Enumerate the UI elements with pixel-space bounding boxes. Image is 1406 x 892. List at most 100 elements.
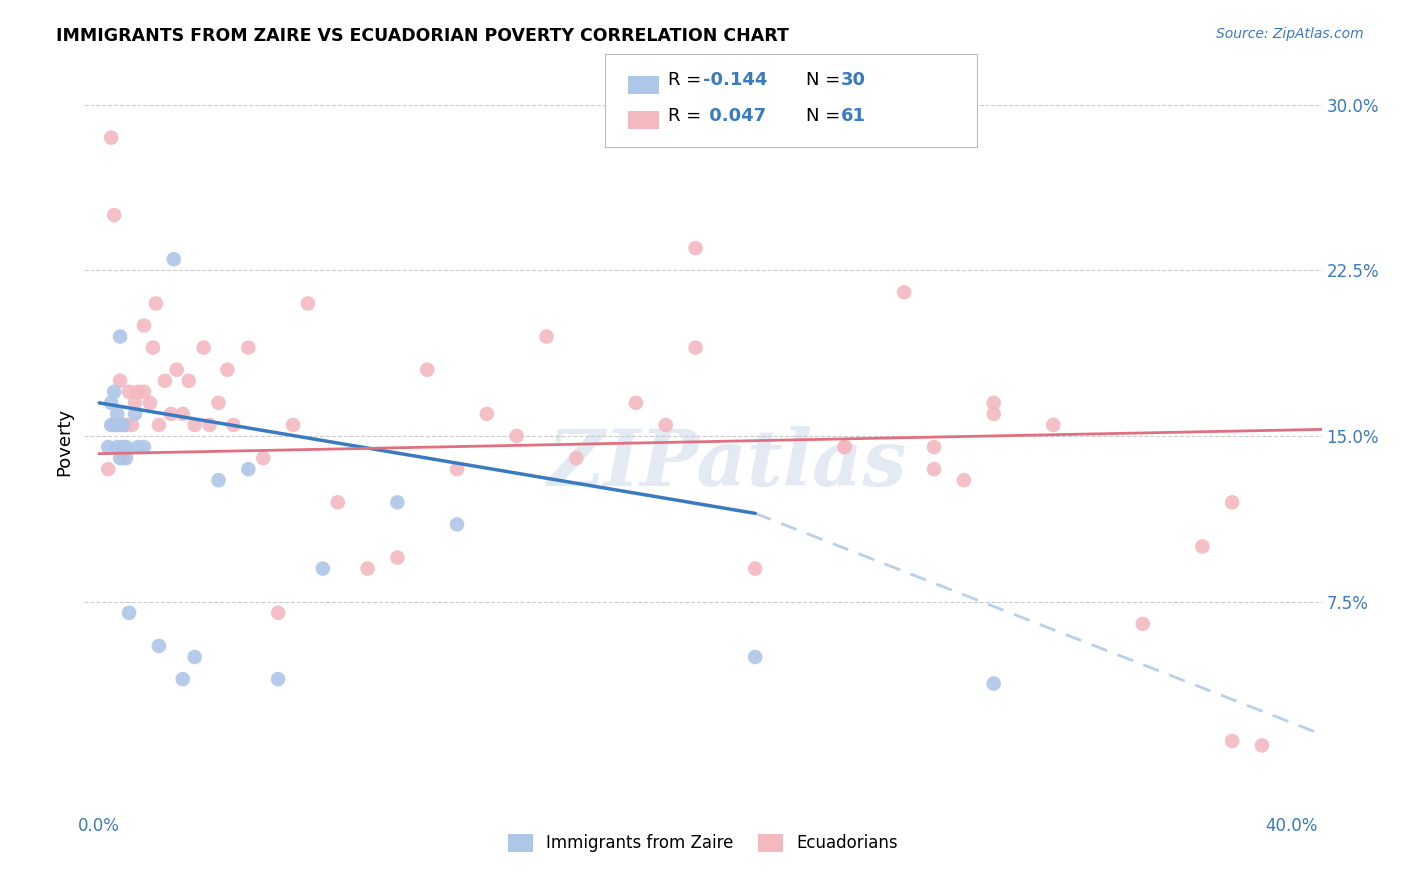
Point [153, 374, 176, 388]
Point [387, 495, 409, 509]
Point [983, 396, 1005, 410]
Point [1251, 739, 1274, 753]
Text: Source: ZipAtlas.com: Source: ZipAtlas.com [1216, 27, 1364, 41]
Point [312, 561, 335, 575]
Point [238, 341, 260, 355]
Point [108, 451, 131, 466]
Text: 30: 30 [841, 71, 866, 89]
Point [744, 650, 766, 665]
Point [834, 440, 856, 454]
Point [148, 417, 170, 432]
Point [124, 407, 146, 421]
Point [685, 341, 707, 355]
Point [222, 417, 245, 432]
Point [193, 341, 215, 355]
Point [105, 440, 128, 454]
Point [103, 417, 125, 432]
Point [326, 495, 349, 509]
Point [172, 407, 194, 421]
Point [624, 396, 647, 410]
Point [983, 407, 1005, 421]
Point [112, 451, 135, 466]
Text: ZIPatlas: ZIPatlas [548, 425, 907, 502]
Point [145, 296, 167, 310]
Point [922, 462, 945, 476]
Point [118, 384, 141, 399]
Text: N =: N = [806, 71, 845, 89]
Point [922, 440, 945, 454]
Point [105, 417, 128, 432]
Point [115, 417, 138, 432]
Point [108, 417, 131, 432]
Point [198, 417, 221, 432]
Point [148, 639, 170, 653]
Point [112, 417, 135, 432]
Text: N =: N = [806, 107, 845, 125]
Point [108, 329, 131, 343]
Point [536, 329, 558, 343]
Point [446, 517, 468, 532]
Point [238, 462, 260, 476]
Point [1191, 540, 1213, 554]
Point [118, 606, 141, 620]
Point [207, 473, 229, 487]
Point [1132, 616, 1154, 631]
Point [132, 318, 155, 333]
Point [142, 341, 165, 355]
Point [127, 440, 149, 454]
Point [893, 285, 915, 300]
Text: 0.047: 0.047 [703, 107, 766, 125]
Point [112, 440, 135, 454]
Point [166, 362, 188, 376]
Point [744, 561, 766, 575]
Point [416, 362, 439, 376]
Point [172, 672, 194, 686]
Point [103, 384, 125, 399]
Point [139, 396, 162, 410]
Point [132, 384, 155, 399]
Point [475, 407, 498, 421]
Point [115, 451, 138, 466]
Point [446, 462, 468, 476]
Point [505, 429, 527, 443]
Point [177, 374, 200, 388]
Point [356, 561, 378, 575]
Point [100, 417, 122, 432]
Text: -0.144: -0.144 [703, 71, 768, 89]
Point [953, 473, 976, 487]
Point [108, 374, 131, 388]
Point [297, 296, 319, 310]
Point [183, 417, 205, 432]
Point [103, 208, 125, 222]
Point [983, 676, 1005, 690]
Text: 61: 61 [841, 107, 866, 125]
Point [565, 451, 588, 466]
Legend: Immigrants from Zaire, Ecuadorians: Immigrants from Zaire, Ecuadorians [501, 827, 905, 859]
Point [100, 396, 122, 410]
Point [267, 606, 290, 620]
Point [183, 650, 205, 665]
Point [685, 241, 707, 255]
Point [1042, 417, 1064, 432]
Point [281, 417, 304, 432]
Point [1220, 495, 1243, 509]
Point [121, 417, 143, 432]
Point [105, 407, 128, 421]
Point [132, 440, 155, 454]
Point [97, 462, 120, 476]
Point [100, 130, 122, 145]
Point [267, 672, 290, 686]
Point [252, 451, 274, 466]
Point [115, 440, 138, 454]
Point [163, 252, 186, 267]
Text: R =: R = [668, 71, 707, 89]
Text: IMMIGRANTS FROM ZAIRE VS ECUADORIAN POVERTY CORRELATION CHART: IMMIGRANTS FROM ZAIRE VS ECUADORIAN POVE… [56, 27, 789, 45]
Point [1220, 734, 1243, 748]
Y-axis label: Poverty: Poverty [55, 408, 73, 475]
Point [387, 550, 409, 565]
Point [654, 417, 676, 432]
Point [159, 407, 181, 421]
Point [834, 440, 856, 454]
Point [97, 440, 120, 454]
Point [217, 362, 239, 376]
